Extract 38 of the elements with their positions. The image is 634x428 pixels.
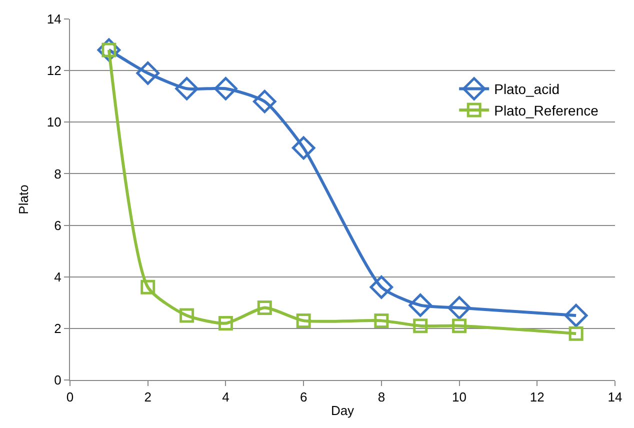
point [370,276,394,299]
point [218,316,233,331]
point [568,326,584,341]
y-tick-label: 14 [46,12,62,27]
y-tick-label: 6 [54,218,62,233]
point [296,313,311,328]
legend-label: Plato_acid [494,81,560,98]
x-tick-label: 4 [222,390,230,405]
legend-label: Plato_Reference [494,102,599,118]
x-tick-label: 12 [530,390,544,405]
point [452,318,467,334]
point [292,136,316,160]
point [136,62,160,85]
point [175,76,198,100]
y-tick-label: 12 [46,63,62,78]
point [252,90,276,114]
point [180,308,194,323]
x-tick-label: 6 [300,390,308,405]
point [374,313,389,328]
x-tick-label: 10 [452,390,467,405]
y-tick-label: 0 [54,372,62,388]
point [140,280,156,294]
y-axis-title: Plato [16,184,31,214]
y-tick-label: 8 [54,166,62,182]
point [214,76,238,100]
x-tick-label: 8 [378,390,386,405]
point [448,296,471,320]
x-tick-label: 14 [608,390,622,405]
point [564,304,588,328]
y-tick-label: 4 [54,269,62,284]
point [413,318,428,334]
y-tick-label: 10 [46,114,62,130]
x-tick-label: 0 [66,390,74,405]
x-tick-label: 2 [144,390,152,405]
x-axis-title: Day [330,403,355,418]
y-tick-label: 2 [54,320,62,336]
point [257,300,272,316]
point [408,294,432,317]
